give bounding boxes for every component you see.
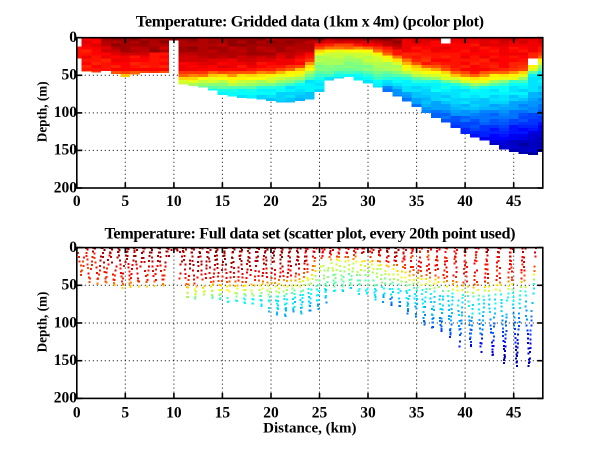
svg-text:40: 40 [457,404,473,421]
svg-text:25: 25 [312,404,328,421]
svg-text:45: 45 [506,404,522,421]
svg-text:50: 50 [62,277,78,294]
svg-text:0: 0 [69,239,77,256]
svg-text:35: 35 [409,193,425,210]
svg-text:Distance, (km): Distance, (km) [263,421,356,437]
svg-text:20: 20 [263,193,279,210]
svg-text:10: 10 [166,193,182,210]
svg-text:150: 150 [54,352,78,369]
svg-text:Temperature: Full data set (sc: Temperature: Full data set (scatter plot… [104,224,515,242]
svg-text:5: 5 [121,193,129,210]
svg-text:30: 30 [360,193,376,210]
svg-text:0: 0 [73,193,81,210]
svg-text:Depth, (m): Depth, (m) [35,81,50,142]
svg-text:15: 15 [215,193,231,210]
svg-text:5: 5 [121,404,129,421]
svg-text:200: 200 [54,179,78,196]
svg-text:0: 0 [73,404,81,421]
svg-text:25: 25 [312,193,328,210]
svg-text:40: 40 [457,193,473,210]
svg-text:20: 20 [263,404,279,421]
svg-text:15: 15 [215,404,231,421]
svg-text:100: 100 [54,314,78,331]
svg-text:30: 30 [360,404,376,421]
svg-text:0: 0 [69,29,77,46]
svg-text:10: 10 [166,404,182,421]
svg-text:45: 45 [506,193,522,210]
svg-text:200: 200 [54,390,78,407]
svg-text:100: 100 [54,104,78,121]
svg-text:35: 35 [409,404,425,421]
svg-text:Depth, (m): Depth, (m) [35,292,50,353]
svg-text:Temperature: Gridded data (1km: Temperature: Gridded data (1km x 4m) (pc… [136,12,484,30]
svg-text:50: 50 [62,67,78,84]
svg-text:150: 150 [54,142,78,159]
